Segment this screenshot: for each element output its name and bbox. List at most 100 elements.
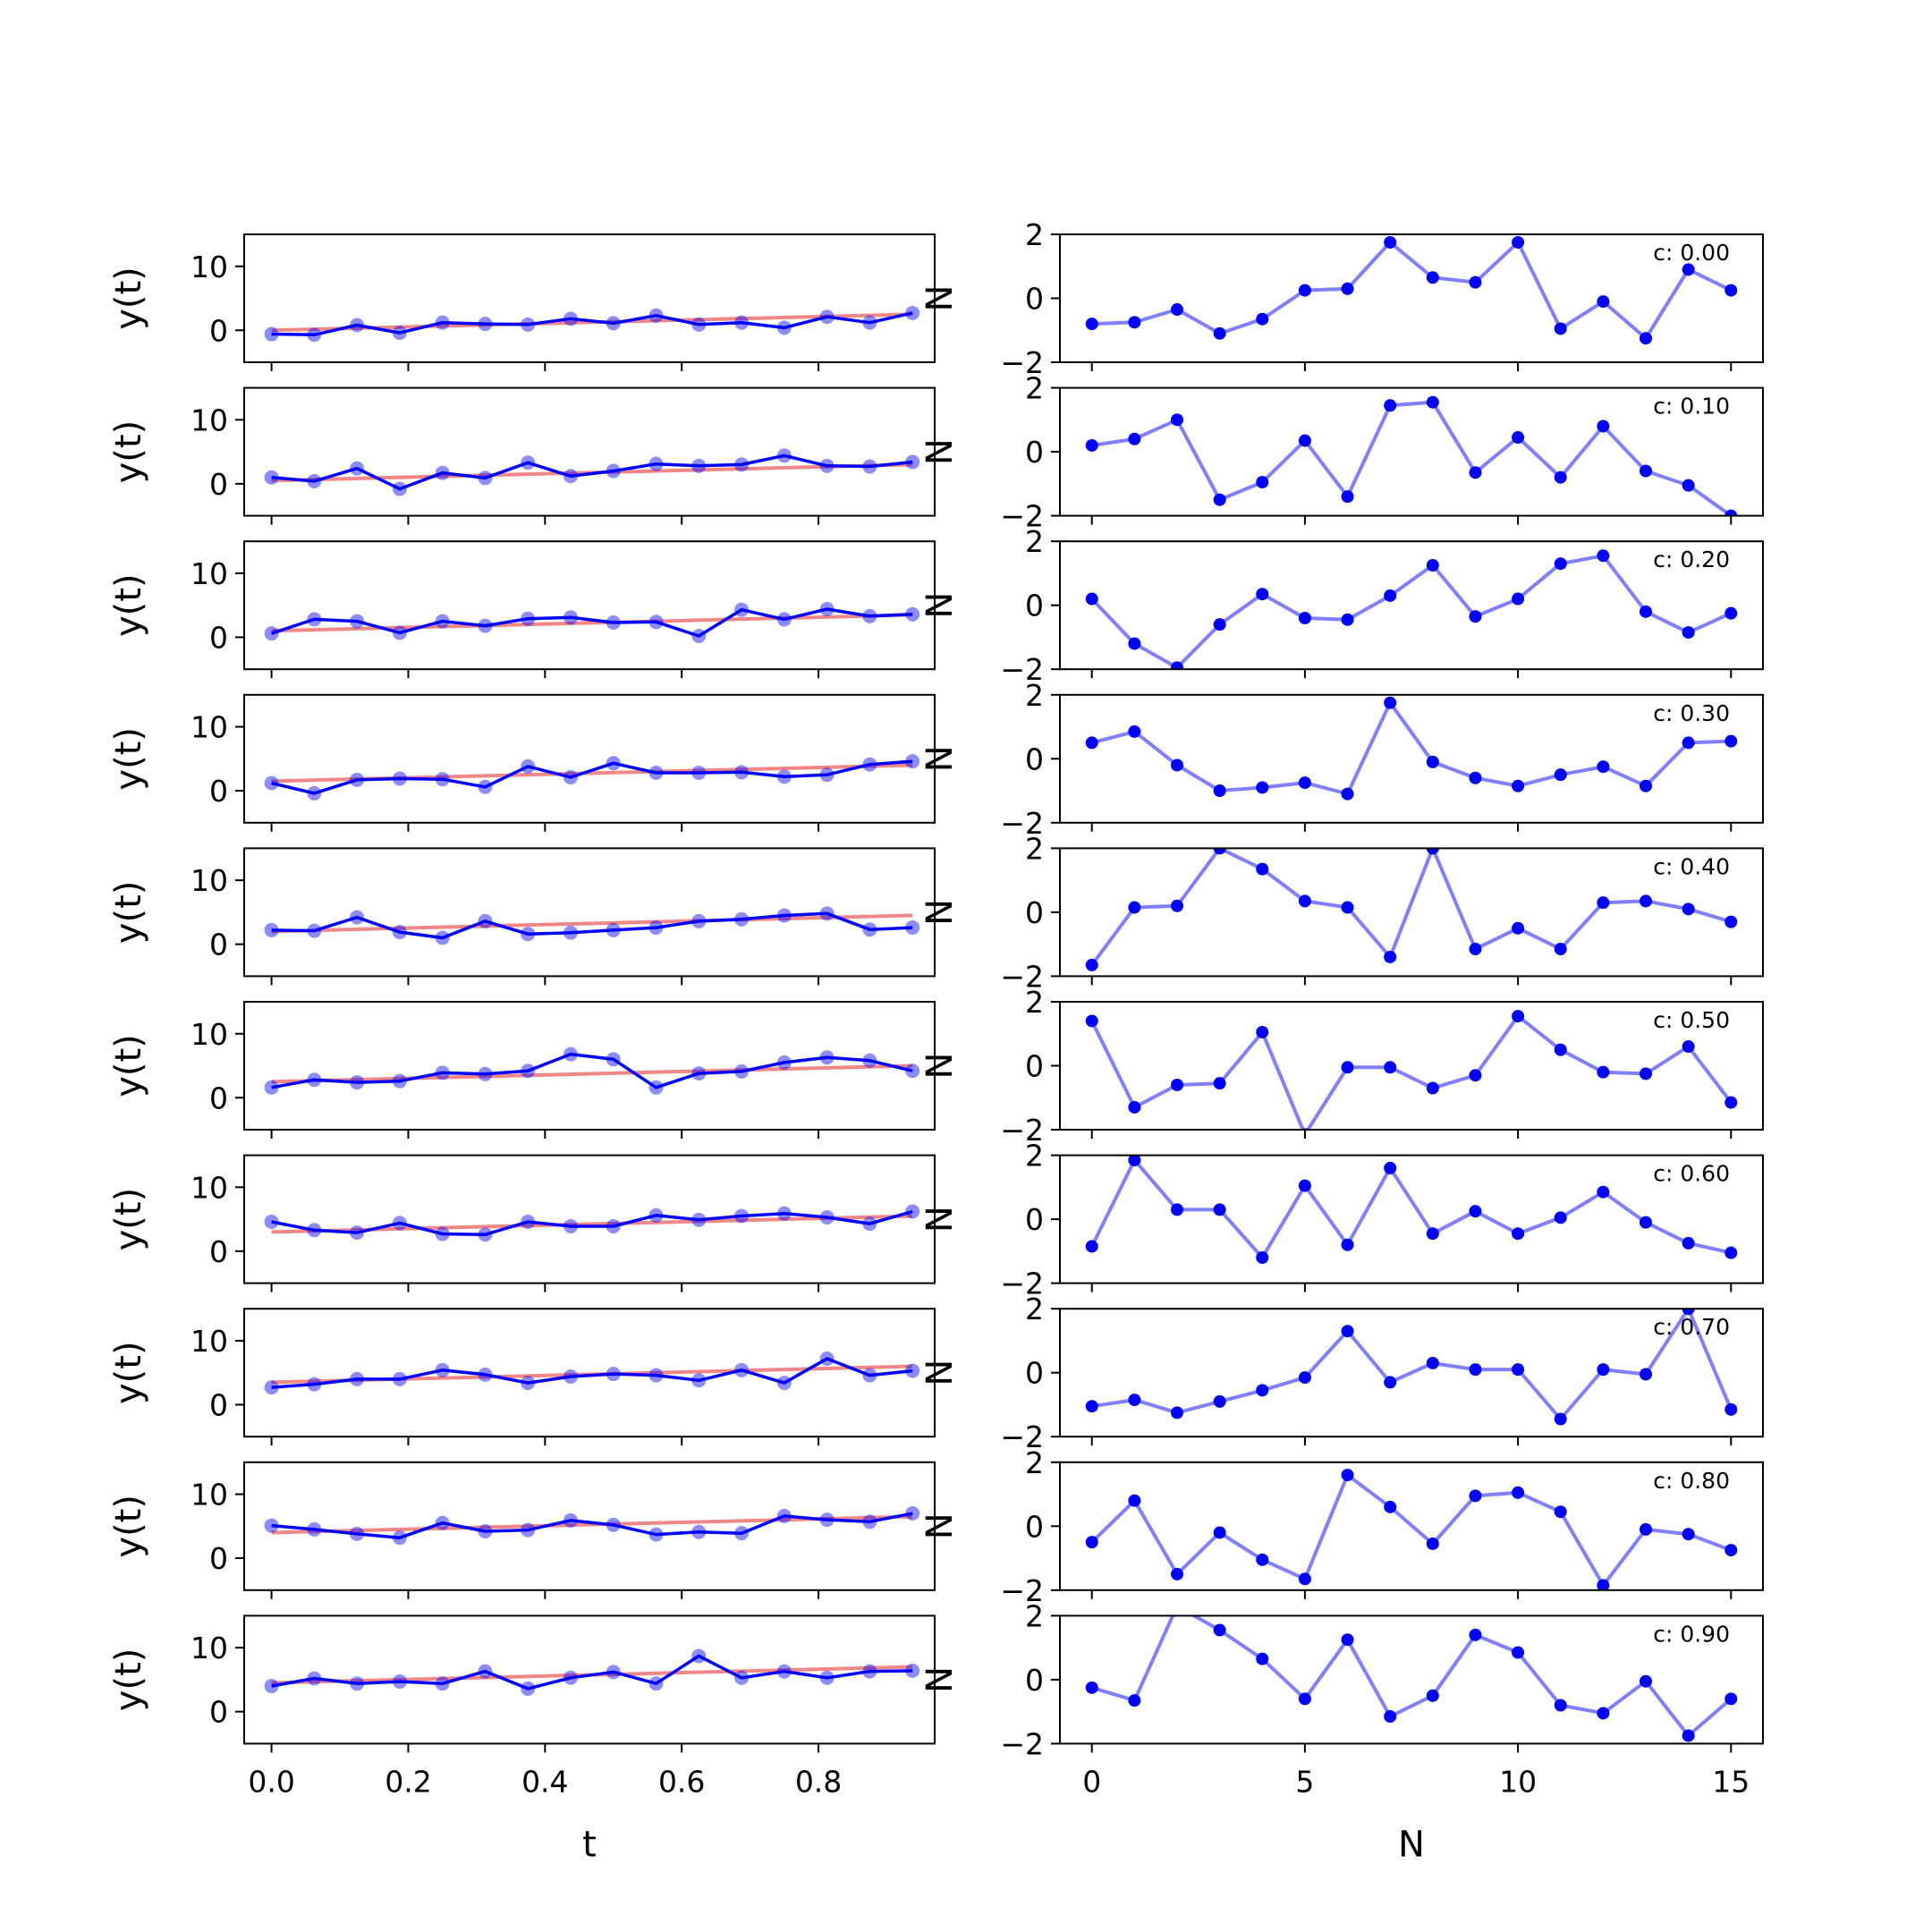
noise-point (1512, 1646, 1525, 1659)
noise-point (1554, 1699, 1567, 1712)
right-ylabel: N (919, 899, 961, 926)
right-ytick-label: −2 (1000, 1573, 1044, 1608)
right-xtick-label: 15 (1712, 1764, 1750, 1799)
left-ylabel: y(t) (108, 1495, 149, 1558)
right-plot-area (1060, 848, 1763, 977)
noise-point (1724, 915, 1738, 928)
left-ytick-label: 10 (191, 1478, 228, 1513)
data-line (271, 1357, 913, 1389)
data-line (271, 1512, 913, 1539)
left-ytick-label: 10 (191, 863, 228, 898)
right-frame (1059, 847, 1764, 978)
noise-point (1085, 958, 1098, 971)
right-frame (1059, 1001, 1764, 1131)
noise-point (1426, 1356, 1439, 1369)
noise-point (1554, 1211, 1567, 1224)
right-ytick-label: 2 (1025, 1445, 1044, 1480)
noise-point (1213, 1203, 1226, 1216)
noise-point (1298, 434, 1311, 447)
panel-annotation: c: 0.00 (1653, 240, 1730, 266)
noise-point (1512, 1010, 1525, 1023)
left-series-group (264, 1506, 920, 1546)
noise-point (1597, 295, 1610, 309)
left-series-group (264, 601, 920, 644)
noise-point (1085, 736, 1098, 750)
noise-point (1426, 395, 1439, 409)
noise-point (1426, 848, 1439, 855)
right-ytick-label: 0 (1025, 895, 1044, 930)
noise-point (1682, 479, 1695, 492)
left-ytick-label: 10 (191, 1324, 228, 1359)
left-plot-area (244, 694, 935, 823)
right-ytick-label: −2 (1000, 1267, 1044, 1301)
left-xtick-label: 0.8 (795, 1764, 842, 1799)
noise-point (1256, 588, 1269, 601)
noise-point (1469, 1363, 1482, 1377)
noise-line (1091, 700, 1732, 796)
data-line (271, 607, 913, 638)
noise-point (1085, 1536, 1098, 1549)
noise-point (1426, 1689, 1439, 1702)
data-line (271, 1654, 913, 1690)
left-ylabel: y(t) (108, 881, 149, 945)
right-panel-8: −2 0 2 Nc: 0.80 (919, 1445, 1764, 1608)
right-frame (1059, 693, 1764, 824)
left-xtick-label: 0.0 (248, 1764, 294, 1799)
right-ytick-label: 0 (1025, 1663, 1044, 1698)
noise-point (1341, 1325, 1354, 1338)
left-xtick-label: 0.6 (658, 1764, 705, 1799)
right-ytick-label: −2 (1000, 806, 1044, 841)
noise-point (1554, 470, 1567, 484)
noise-point (1682, 263, 1695, 276)
noise-point (1171, 413, 1183, 427)
noise-point (1341, 1469, 1354, 1482)
left-plot-area (244, 387, 935, 516)
noise-point (1682, 736, 1695, 750)
right-ylabel: N (919, 1360, 961, 1386)
noise-point (1384, 1376, 1397, 1389)
left-ylabel: y(t) (108, 1188, 149, 1251)
right-panel-6: −2 0 2 Nc: 0.60 (919, 1139, 1764, 1301)
noise-point (1341, 613, 1354, 626)
right-ytick-label: 2 (1025, 371, 1044, 406)
noise-line (1089, 1014, 1733, 1130)
noise-point (1298, 776, 1311, 790)
noise-point (1469, 610, 1482, 623)
left-xtick-label: 0.2 (385, 1764, 431, 1799)
noise-point (1554, 322, 1567, 335)
left-ytick-label: 0 (209, 313, 228, 348)
noise-point (1469, 1628, 1482, 1641)
noise-point (1085, 592, 1098, 606)
noise-line (1091, 240, 1733, 341)
left-frame (243, 1001, 936, 1131)
panel-annotation: c: 0.70 (1653, 1314, 1730, 1340)
noise-point (1682, 1236, 1695, 1250)
noise-point (1384, 235, 1397, 249)
noise-point (1384, 589, 1397, 602)
right-panel-9: −2 0 2 0 5 10 15 Nc: 0.90 (919, 1598, 1764, 1799)
noise-point (1597, 1579, 1610, 1590)
noise-point (1256, 1251, 1269, 1264)
noise-point (1171, 1078, 1183, 1091)
noise-point (1682, 1528, 1695, 1541)
noise-point (1640, 779, 1652, 792)
noise-point (1512, 1486, 1525, 1499)
noise-point (1213, 848, 1226, 855)
right-xlabel: N (1398, 1824, 1425, 1865)
noise-point (1213, 1394, 1226, 1408)
noise-point (1640, 605, 1652, 618)
noise-point (1426, 1537, 1439, 1550)
right-plot-area (1060, 541, 1763, 670)
data-line (271, 311, 913, 337)
right-ytick-label: 0 (1025, 1356, 1044, 1391)
left-frame (243, 847, 936, 978)
noise-point (1171, 303, 1183, 317)
right-ytick-label: 0 (1025, 1202, 1044, 1237)
right-ytick-label: −2 (1000, 345, 1044, 380)
noise-point (1724, 284, 1738, 297)
noise-point (1256, 476, 1269, 489)
left-series-group (264, 1046, 920, 1095)
left-ylabel: y(t) (108, 420, 149, 484)
left-frame (243, 1614, 936, 1745)
